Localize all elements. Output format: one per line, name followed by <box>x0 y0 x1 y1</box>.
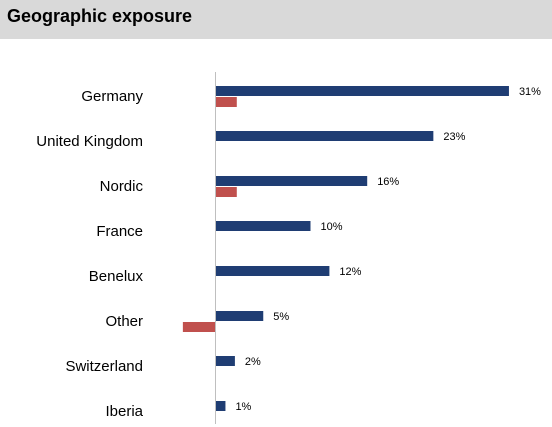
value-label: 5% <box>273 311 289 323</box>
value-label: 2% <box>245 356 261 368</box>
primary-bar <box>216 311 264 321</box>
category-label: Nordic <box>100 178 144 195</box>
category-label: Iberia <box>105 403 143 420</box>
category-label: Switzerland <box>65 358 143 375</box>
secondary-bar <box>216 187 237 197</box>
primary-bar <box>216 266 330 276</box>
value-label: 12% <box>339 266 361 278</box>
secondary-bar <box>182 322 215 332</box>
value-label: 23% <box>443 131 465 143</box>
primary-bar <box>216 86 509 96</box>
chart-header: Geographic exposure <box>0 0 552 39</box>
chart-title: Geographic exposure <box>7 6 193 26</box>
primary-bar <box>216 401 226 411</box>
primary-bar <box>216 221 311 231</box>
primary-bar <box>216 131 434 141</box>
value-label: 16% <box>377 176 399 188</box>
category-label: United Kingdom <box>36 133 143 150</box>
category-label: Benelux <box>89 268 144 285</box>
primary-bar <box>216 356 235 366</box>
category-label: Other <box>105 313 143 330</box>
category-label: Germany <box>81 88 143 105</box>
value-label: 10% <box>321 221 343 233</box>
value-label: 1% <box>235 401 251 413</box>
secondary-bar <box>216 97 237 107</box>
value-label: 31% <box>519 86 541 98</box>
primary-bar <box>216 176 368 186</box>
category-label: France <box>96 223 143 240</box>
